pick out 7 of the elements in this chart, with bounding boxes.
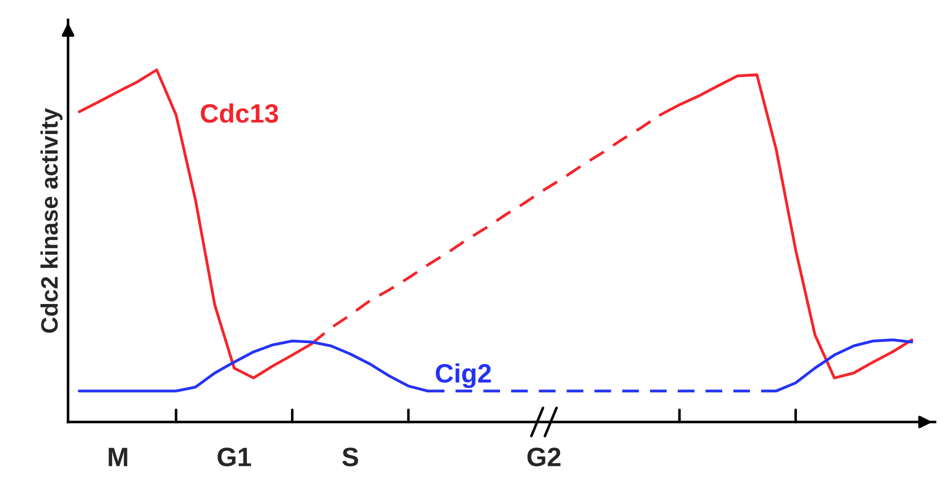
series-label: Cdc13 <box>200 103 278 123</box>
y-axis-title: Cdc2 kinase activity <box>40 108 62 333</box>
series-label: Cig2 <box>436 363 491 388</box>
x-tick-label: M <box>108 448 128 466</box>
x-tick-label: G1 <box>218 448 252 466</box>
x-tick-label: S <box>342 448 358 466</box>
x-tick-label: G2 <box>527 448 560 466</box>
